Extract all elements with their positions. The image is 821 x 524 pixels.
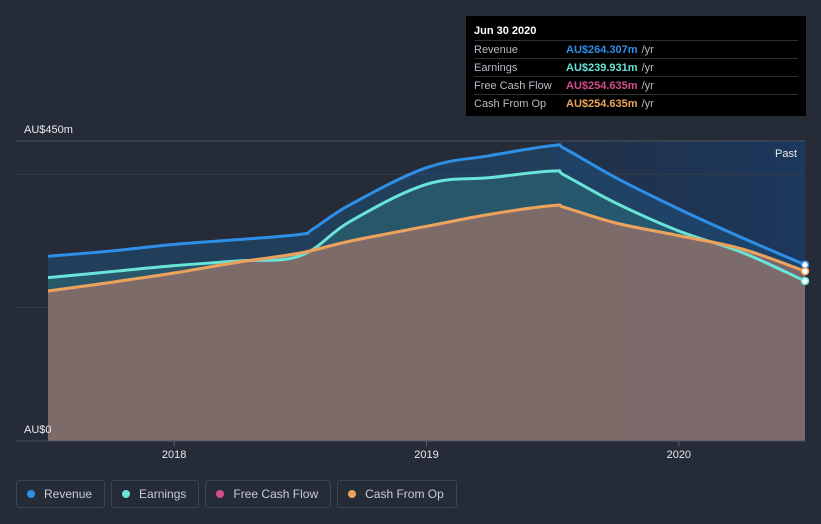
tooltip-value: AU$264.307m [566, 43, 638, 56]
x-tick-label: 2019 [414, 449, 438, 461]
tooltip-label: Cash From Op [474, 97, 547, 110]
legend-dot-icon [122, 490, 131, 498]
cash-from-op-line [47, 203, 806, 293]
legend-label: Free Cash Flow [233, 487, 319, 501]
tooltip-value: AU$254.635m [566, 79, 638, 92]
tooltip-row-free-cash-flow: Free Cash Flow AU$254.635m /yr [474, 76, 798, 94]
tooltip-label: Free Cash Flow [474, 79, 552, 92]
legend: Revenue Earnings Free Cash Flow Cash Fro… [16, 480, 457, 508]
earnings-line [47, 169, 806, 283]
tooltip-unit: /yr [641, 61, 654, 74]
series-areas [48, 144, 805, 441]
tooltip-value: AU$239.931m [566, 61, 638, 74]
tooltip-row-earnings: Earnings AU$239.931m /yr [474, 58, 798, 76]
earnings-end-point [800, 276, 810, 286]
legend-label: Revenue [44, 487, 93, 501]
y-axis-min-label: AU$0 [24, 424, 52, 436]
legend-item-earnings[interactable]: Earnings [111, 480, 200, 508]
legend-dot-icon [348, 490, 357, 498]
series-end-markers [800, 260, 810, 286]
tooltip-date: Jun 30 2020 [474, 25, 537, 37]
tooltip-row-cash-from-op: Cash From Op AU$254.635m /yr [474, 94, 798, 112]
tooltip-unit: /yr [641, 43, 654, 56]
tooltip-label: Revenue [474, 43, 519, 56]
cash-from-op-area [48, 204, 805, 441]
legend-dot-icon [27, 490, 35, 498]
x-tick-label: 2018 [162, 449, 186, 461]
x-axis-ticks: 2018 2019 2020 [162, 441, 691, 461]
past-label: Past [775, 148, 797, 160]
tooltip-unit: /yr [641, 97, 654, 110]
tooltip-label: Earnings [474, 61, 518, 74]
legend-label: Cash From Op [365, 487, 444, 501]
legend-dot-icon [216, 490, 225, 498]
tooltip-value: AU$254.635m [566, 97, 638, 110]
legend-item-cash-from-op[interactable]: Cash From Op [337, 480, 457, 508]
tooltip-panel: Jun 30 2020 Revenue AU$264.307m /yr Earn… [466, 16, 806, 116]
y-axis-max-label: AU$450m [24, 124, 73, 136]
revenue-line [47, 143, 806, 267]
x-tick-label: 2020 [667, 449, 691, 461]
cash-from-op-end-point [800, 266, 810, 276]
tooltip-row-revenue: Revenue AU$264.307m /yr [474, 40, 798, 58]
legend-item-free-cash-flow[interactable]: Free Cash Flow [205, 480, 332, 508]
legend-label: Earnings [139, 487, 187, 501]
series-lines [47, 143, 806, 293]
chart-area: 2018 2019 2020 AU$450m AU$0 Past [16, 124, 810, 461]
tooltip-unit: /yr [641, 79, 654, 92]
legend-item-revenue[interactable]: Revenue [16, 480, 106, 508]
